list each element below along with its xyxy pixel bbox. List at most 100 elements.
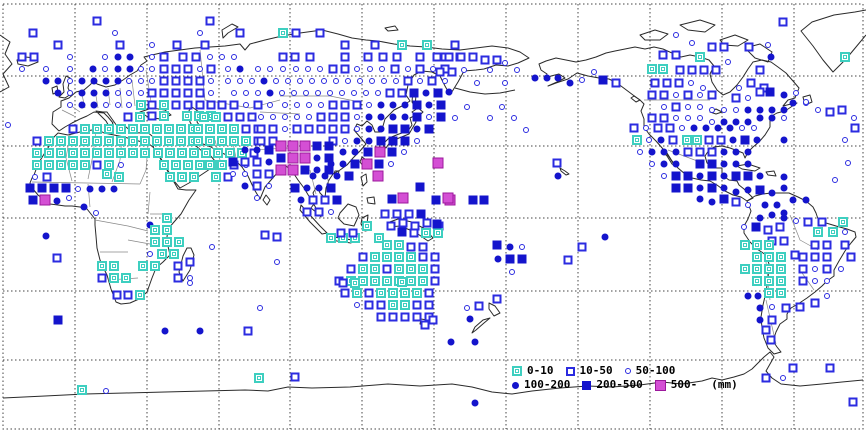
station-marker-100-200 — [389, 113, 397, 121]
station-marker-200-500 — [344, 171, 354, 181]
station-marker-10-50 — [123, 290, 133, 300]
station-marker-0-10 — [102, 169, 112, 179]
station-marker-0-10 — [104, 148, 114, 158]
station-marker-100-200 — [98, 185, 106, 193]
station-marker-10-50 — [256, 124, 266, 134]
station-marker-50-100 — [147, 251, 153, 257]
station-marker-50-100 — [474, 80, 480, 86]
station-marker-10-50 — [803, 217, 813, 227]
station-marker-10-50 — [183, 88, 193, 98]
station-marker-200-500 — [719, 194, 729, 204]
station-marker-200-500 — [415, 182, 425, 192]
station-marker-10-50 — [28, 28, 38, 38]
station-marker-0-10 — [370, 264, 380, 274]
station-marker-50-100 — [270, 114, 276, 120]
cyan-double-square-icon — [512, 366, 522, 376]
station-marker-100-200 — [89, 65, 97, 73]
station-marker-50-100 — [812, 266, 818, 272]
station-marker-10-50 — [711, 65, 721, 75]
station-marker-10-50 — [172, 40, 182, 50]
station-marker-200-500 — [28, 195, 38, 205]
station-marker-0-10 — [406, 252, 416, 262]
station-marker-0-10 — [44, 136, 54, 146]
station-marker-200-500 — [37, 183, 47, 193]
station-marker-10-50 — [427, 76, 437, 86]
station-marker-500- — [287, 164, 299, 176]
station-marker-100-200 — [365, 125, 373, 133]
station-marker-200-500 — [412, 100, 422, 110]
station-marker-10-50 — [611, 78, 621, 88]
station-marker-100-200 — [253, 146, 261, 154]
station-marker-0-10 — [382, 252, 392, 262]
station-marker-0-10 — [140, 148, 150, 158]
station-marker-10-50 — [822, 264, 832, 274]
station-marker-100-200 — [126, 65, 134, 73]
station-marker-50-100 — [637, 149, 643, 155]
station-marker-10-50 — [376, 300, 386, 310]
station-marker-100-200 — [780, 209, 788, 217]
station-marker-0-10 — [382, 276, 392, 286]
station-marker-10-50 — [380, 209, 390, 219]
station-marker-100-200 — [161, 327, 169, 335]
station-marker-100-200 — [720, 148, 728, 156]
station-marker-50-100 — [306, 102, 312, 108]
station-marker-10-50 — [352, 100, 362, 110]
station-marker-50-100 — [824, 278, 830, 284]
station-marker-100-200 — [54, 77, 62, 85]
station-marker-100-200 — [447, 338, 455, 346]
station-marker-10-50 — [364, 300, 374, 310]
station-marker-0-10 — [400, 300, 410, 310]
station-marker-50-100 — [149, 66, 155, 72]
legend-label: 0-10 — [527, 364, 554, 377]
station-marker-10-50 — [290, 52, 300, 62]
station-marker-50-100 — [721, 107, 727, 113]
station-marker-200-500 — [598, 75, 608, 85]
legend-item-500plus: 500- — [654, 378, 697, 392]
station-marker-100-200 — [702, 124, 710, 132]
station-marker-200-500 — [424, 124, 434, 134]
station-marker-10-50 — [647, 90, 657, 100]
station-marker-50-100 — [254, 195, 260, 201]
station-marker-200-500 — [387, 147, 397, 157]
station-marker-0-10 — [205, 160, 215, 170]
station-marker-10-50 — [798, 264, 808, 274]
station-marker-0-10 — [189, 148, 199, 158]
station-marker-0-10 — [840, 52, 850, 62]
station-marker-500- — [361, 158, 373, 170]
station-marker-50-100 — [149, 54, 155, 60]
station-marker-200-500 — [388, 136, 398, 146]
station-marker-0-10 — [159, 100, 169, 110]
station-marker-0-10 — [177, 172, 187, 182]
station-marker-100-200 — [768, 114, 776, 122]
station-marker-50-100 — [379, 66, 385, 72]
station-marker-100-200 — [720, 172, 728, 180]
station-marker-10-50 — [147, 100, 157, 110]
station-marker-0-10 — [350, 278, 360, 288]
station-marker-50-100 — [375, 90, 381, 96]
station-marker-10-50 — [704, 135, 714, 145]
station-marker-0-10 — [193, 136, 203, 146]
station-marker-10-50 — [480, 55, 490, 65]
station-marker-100-200 — [401, 101, 409, 109]
station-marker-0-10 — [764, 252, 774, 262]
station-marker-100-200 — [494, 255, 502, 263]
station-marker-200-500 — [468, 195, 478, 205]
station-marker-10-50 — [340, 112, 350, 122]
station-marker-50-100 — [523, 127, 529, 133]
station-marker-100-200 — [601, 233, 609, 241]
station-marker-50-100 — [842, 137, 848, 143]
station-marker-10-50 — [444, 52, 454, 62]
station-marker-0-10 — [217, 136, 227, 146]
legend-item-0-10: 0-10 — [512, 364, 554, 378]
station-marker-0-10 — [205, 124, 215, 134]
station-marker-50-100 — [306, 114, 312, 120]
station-marker-200-500 — [671, 183, 681, 193]
station-marker-0-10 — [193, 124, 203, 134]
station-marker-10-50 — [340, 40, 350, 50]
station-marker-0-10 — [159, 160, 169, 170]
station-marker-10-50 — [795, 302, 805, 312]
station-marker-50-100 — [579, 77, 585, 83]
station-marker-10-50 — [775, 222, 785, 232]
station-marker-50-100 — [452, 115, 458, 121]
